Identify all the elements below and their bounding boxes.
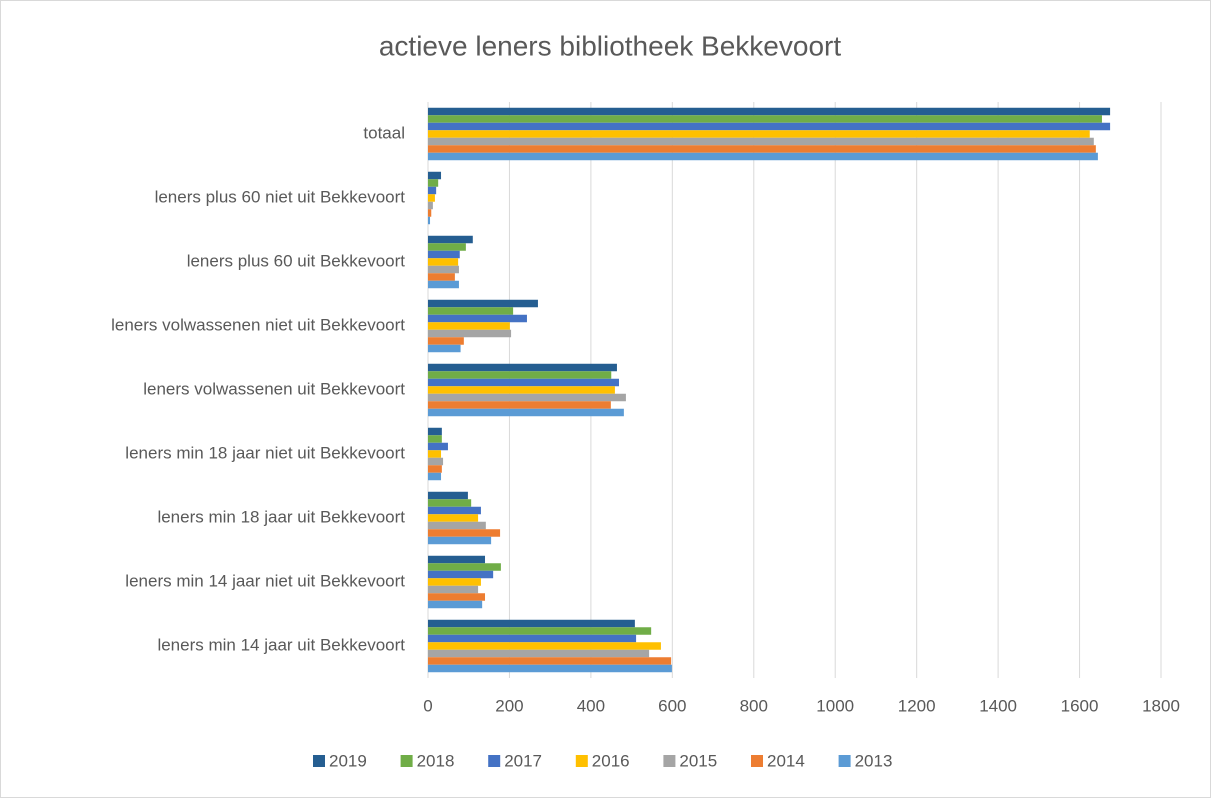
bar [428, 491, 468, 500]
bar [428, 570, 494, 579]
bar [428, 122, 1111, 131]
bar [428, 337, 464, 345]
x-tick-label: 1800 [1142, 696, 1180, 715]
bar [428, 627, 652, 635]
bar [428, 563, 501, 571]
bar [428, 273, 455, 281]
y-tick-label: leners min 14 jaar niet uit Bekkevoort [125, 571, 405, 590]
x-tick-label: 1200 [898, 696, 936, 715]
bar [428, 171, 442, 180]
bar [428, 529, 501, 537]
bar [428, 179, 439, 187]
legend-label: 2017 [504, 751, 542, 770]
bar [428, 299, 538, 308]
x-tick-label: 1600 [1061, 696, 1099, 715]
bar [428, 216, 431, 225]
bar [428, 619, 635, 628]
bar [428, 499, 472, 507]
bar [428, 250, 460, 259]
bar [428, 472, 442, 481]
bar [428, 593, 486, 601]
bar [428, 363, 617, 372]
bar [428, 555, 486, 564]
bar [428, 130, 1090, 138]
bar [428, 280, 459, 289]
bar [428, 329, 512, 338]
bar [428, 386, 615, 394]
x-tick-label: 200 [495, 696, 523, 715]
bar [428, 115, 1102, 123]
y-tick-label: totaal [363, 123, 405, 142]
bar [428, 152, 1098, 161]
legend-swatch [488, 755, 501, 767]
y-tick-label: leners plus 60 niet uit Bekkevoort [155, 187, 406, 206]
bar [428, 642, 661, 650]
legend-label: 2015 [679, 751, 717, 770]
bar [428, 209, 432, 217]
bar [428, 442, 448, 451]
bar [428, 194, 435, 202]
x-tick-label: 0 [423, 696, 432, 715]
x-tick-label: 400 [577, 696, 605, 715]
legend-swatch [751, 755, 763, 767]
bar [428, 378, 619, 387]
legend-label: 2013 [855, 751, 893, 770]
x-tick-label: 600 [658, 696, 686, 715]
y-tick-label: leners min 14 jaar uit Bekkevoort [157, 635, 405, 654]
x-tick-label: 1400 [979, 696, 1017, 715]
bar [428, 258, 459, 266]
bar [428, 344, 461, 353]
bar [428, 536, 492, 545]
y-tick-label: leners plus 60 uit Bekkevoort [187, 251, 406, 270]
legend-label: 2019 [329, 751, 367, 770]
bar [428, 450, 442, 458]
bar [428, 401, 611, 409]
y-tick-label: leners min 18 jaar niet uit Bekkevoort [125, 443, 405, 462]
legend-label: 2014 [767, 751, 805, 770]
bar [428, 578, 481, 586]
bar [428, 408, 624, 417]
bar [428, 137, 1094, 146]
bar [428, 657, 672, 665]
bar [428, 664, 672, 673]
x-tick-label: 800 [740, 696, 768, 715]
bar [428, 145, 1096, 153]
bar [428, 649, 650, 658]
bar [428, 634, 637, 643]
bar [428, 322, 510, 330]
bar [428, 107, 1111, 116]
bar [428, 314, 527, 323]
x-tick-label: 1000 [816, 696, 854, 715]
bar [428, 427, 442, 436]
legend-swatch [663, 755, 676, 767]
bar [428, 514, 479, 522]
bar [428, 506, 481, 515]
legend-swatch [400, 755, 413, 767]
legend-label: 2016 [592, 751, 630, 770]
bar [428, 600, 483, 609]
y-tick-label: leners volwassenen uit Bekkevoort [143, 379, 405, 398]
legend-swatch [838, 755, 851, 767]
bar [428, 393, 626, 402]
bar [428, 465, 442, 473]
bar [428, 201, 433, 210]
legend-swatch [313, 755, 325, 767]
bar [428, 457, 444, 466]
bar [428, 186, 437, 195]
legend-label: 2018 [417, 751, 455, 770]
bar [428, 585, 479, 594]
bar [428, 435, 442, 443]
bar [428, 521, 486, 530]
chart-title: actieve leners bibliotheek Bekkevoort [379, 30, 841, 61]
bar [428, 307, 514, 315]
bar [428, 265, 459, 274]
bar [428, 243, 466, 251]
y-tick-label: leners min 18 jaar uit Bekkevoort [157, 507, 405, 526]
bar [428, 371, 612, 379]
legend-swatch [575, 755, 588, 767]
y-tick-label: leners volwassenen niet uit Bekkevoort [111, 315, 405, 334]
bar [428, 235, 473, 244]
